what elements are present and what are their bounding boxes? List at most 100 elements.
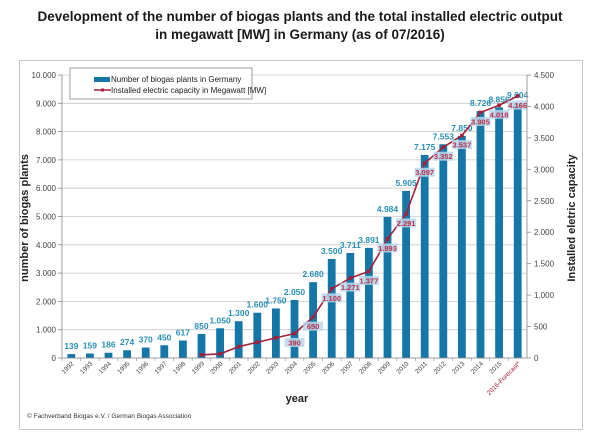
legend-bar-swatch xyxy=(94,77,110,82)
line-label-bg xyxy=(433,151,454,161)
x-tick-label: 2007 xyxy=(340,360,355,375)
bar-value-label: 370 xyxy=(139,335,153,345)
bar xyxy=(476,111,485,358)
bar-series xyxy=(67,103,522,358)
bar-value-label: 1.750 xyxy=(265,295,287,305)
bar xyxy=(234,321,243,358)
line-marker xyxy=(478,110,483,115)
x-tick-label: 1999 xyxy=(191,360,206,375)
bar xyxy=(178,340,187,358)
y2-tick-label: 1.500 xyxy=(534,260,555,269)
line-value-label: 390 xyxy=(288,338,301,347)
line-label-bg xyxy=(321,293,342,303)
line-marker xyxy=(255,340,260,345)
bar xyxy=(383,216,392,358)
line-label-bg xyxy=(414,167,435,177)
y-tick-label: 6.000 xyxy=(36,184,57,193)
line-marker xyxy=(385,237,390,241)
bar xyxy=(513,103,522,358)
bar xyxy=(346,252,355,358)
line-value-label: 1.377 xyxy=(360,276,379,285)
line-marker xyxy=(460,133,464,138)
bar xyxy=(290,299,299,358)
bar-value-label: 1.300 xyxy=(228,308,250,318)
x-tick-label: 1995 xyxy=(116,360,131,375)
bar-value-label: 3.711 xyxy=(340,240,361,250)
y2-axis-label: Installed eletric capacity xyxy=(566,154,578,282)
y-tick-label: 9.000 xyxy=(36,99,57,108)
legend: Number of biogas plants in Germany Insta… xyxy=(69,67,266,100)
bar-value-label: 186 xyxy=(101,340,115,350)
bar xyxy=(327,258,336,358)
line-label-bg xyxy=(507,100,528,110)
line-value-label: 4.018 xyxy=(490,110,509,119)
y-tick-label: 4.000 xyxy=(36,241,57,250)
bar-labels: 139 159 186 274 370 450 6178501.0501.3001.6001… xyxy=(64,90,528,351)
line-marker xyxy=(422,161,427,166)
line-label-bg xyxy=(358,275,379,285)
bar-value-label: 450 xyxy=(157,332,171,342)
x-tick-label: 2013 xyxy=(451,360,466,375)
bar-value-label: 3.500 xyxy=(321,246,343,256)
line-marker xyxy=(236,344,241,349)
bar xyxy=(309,282,318,358)
y2-tick-label: 2.000 xyxy=(534,228,555,237)
bar-value-label: 159 xyxy=(83,341,97,351)
y-tick-label: 10.000 xyxy=(32,71,57,80)
x-tick-label: 2011 xyxy=(414,360,429,375)
bar-value-label: 274 xyxy=(120,337,134,347)
y2-tick-label: 3.000 xyxy=(534,165,555,174)
y2-tick-label: 2.500 xyxy=(534,197,555,206)
bar xyxy=(364,247,373,358)
bar-value-label: 1.600 xyxy=(247,300,269,310)
x-tick-label: 2000 xyxy=(209,360,224,375)
x-tick-label: 2012 xyxy=(433,360,448,375)
x-tick-label: 1994 xyxy=(98,360,113,375)
x-tick-labels: 1992 1993 1994 1995 1996 1997 1998 1999 2000 2001… xyxy=(61,358,523,397)
y-tick-labels: 0 1.000 2.000 3.000 4.000 5.000 6.000 7.000 8.00… xyxy=(32,71,57,363)
bar xyxy=(85,353,94,358)
chart-title: Development of the number of biogas plan… xyxy=(0,8,600,44)
x-tick-label: 2010 xyxy=(395,360,410,375)
bar xyxy=(457,135,466,358)
line-value-label: 3.352 xyxy=(434,152,453,161)
line-value-label: 2.291 xyxy=(397,219,416,228)
bar xyxy=(197,333,206,358)
y-tick-label: 2.000 xyxy=(36,297,57,306)
line-value-label: 3.905 xyxy=(471,117,490,126)
chart-title-line-1: Development of the number of biogas plan… xyxy=(37,9,563,24)
bar-value-label: 139 xyxy=(64,341,78,351)
legend-box xyxy=(69,67,253,100)
line-marker xyxy=(348,276,353,280)
x-tick-label: 2009 xyxy=(377,360,392,375)
x-axis-label: year xyxy=(286,393,309,405)
line-label-bg xyxy=(284,337,305,347)
line-marker xyxy=(292,331,297,336)
x-tick-label: 2016-Forecast* xyxy=(486,360,523,397)
bar-value-label: 4.984 xyxy=(377,204,399,214)
line-marker xyxy=(199,353,204,357)
bar-value-label: 3.891 xyxy=(358,235,380,245)
line-series xyxy=(199,94,520,357)
bar xyxy=(141,347,150,358)
x-tick-label: 1993 xyxy=(79,360,94,375)
line-value-label: 1.271 xyxy=(341,283,360,292)
bar xyxy=(123,350,132,358)
x-tick-label: 1997 xyxy=(154,360,169,375)
bar-value-label: 7.175 xyxy=(414,142,436,152)
chart-frame xyxy=(19,60,583,430)
legend-bar-label: Number of biogas plants in Germany xyxy=(111,75,241,84)
bar-value-label: 850 xyxy=(194,321,208,331)
line-value-label: 4.166 xyxy=(508,101,527,110)
bar xyxy=(104,352,113,358)
bar-value-label: 1.050 xyxy=(209,315,231,325)
x-tick-label: 2002 xyxy=(247,360,262,375)
x-tick-label: 2008 xyxy=(358,360,373,375)
x-tick-label: 2015 xyxy=(488,360,503,375)
bar xyxy=(495,107,504,358)
line-label-bg xyxy=(489,109,510,119)
line-marker xyxy=(441,145,446,149)
bar xyxy=(439,144,448,358)
x-tick-label: 1996 xyxy=(135,360,150,375)
